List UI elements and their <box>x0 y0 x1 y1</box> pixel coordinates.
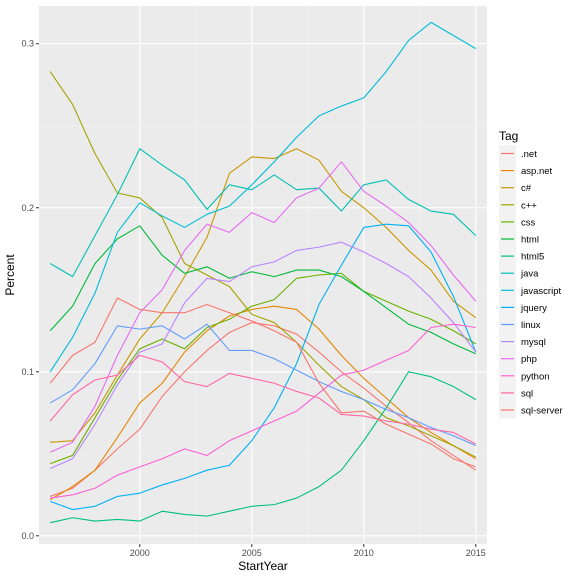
legend-label: c++ <box>521 200 537 211</box>
legend-label: jquery <box>520 303 547 314</box>
x-axis-title: StartYear <box>238 559 288 573</box>
legend: Tag .net asp.net c# c++ css html html5 java java… <box>499 129 563 419</box>
grid-lines <box>39 6 487 544</box>
x-tick-label: 2005 <box>242 548 262 558</box>
legend-title: Tag <box>499 129 518 143</box>
legend-label: asp.net <box>521 166 553 177</box>
series-line-asp-net <box>49 305 477 501</box>
legend-label: linux <box>521 320 541 331</box>
legend-label: .net <box>521 149 537 160</box>
series-line-jquery <box>50 223 477 511</box>
series-line-sql-server <box>49 297 476 468</box>
series-line-mysql <box>49 241 477 470</box>
legend-label: javascript <box>520 286 561 297</box>
series-line-c <box>49 71 477 458</box>
legend-label: java <box>520 269 539 280</box>
plot-panel <box>39 6 487 544</box>
series-line-css <box>50 272 477 465</box>
series-line-php <box>49 161 477 453</box>
series-line-sql <box>49 354 477 445</box>
series-line-net <box>50 322 477 497</box>
legend-label: php <box>521 354 537 365</box>
y-tick-label: 0.0 <box>21 531 34 541</box>
series-line-java <box>49 148 477 278</box>
series-line-python <box>50 323 476 499</box>
legend-label: c# <box>521 183 532 194</box>
y-tick-label: 0.1 <box>21 367 34 377</box>
legend-label: mysql <box>521 337 546 348</box>
legend-label: css <box>521 217 536 228</box>
y-axis-title: Percent <box>3 254 17 296</box>
series-line-linux <box>49 323 477 447</box>
x-tick-label: 2000 <box>130 548 150 558</box>
y-tick-label: 0.2 <box>21 203 34 213</box>
legend-label: python <box>521 371 550 382</box>
legend-label: sql-server <box>521 406 563 417</box>
series-lines <box>49 21 477 524</box>
x-tick-label: 2015 <box>466 548 486 558</box>
axes: 2000 2005 2010 2015 0.0 0.1 0.2 0.3 <box>21 39 485 558</box>
series-line-c <box>50 148 477 443</box>
x-tick-label: 2010 <box>354 548 374 558</box>
y-tick-label: 0.3 <box>21 39 34 49</box>
series-line-html5 <box>50 371 477 524</box>
series-line-html <box>49 225 477 355</box>
legend-label: html <box>521 235 539 246</box>
legend-label: sql <box>521 388 533 399</box>
series-line-javascript <box>49 21 477 373</box>
legend-label: html5 <box>521 252 544 263</box>
